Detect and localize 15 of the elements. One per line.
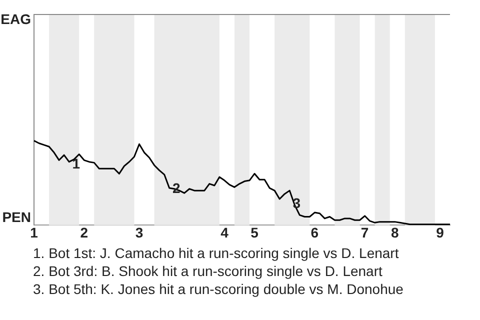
x-tick-label: 8 xyxy=(390,224,399,240)
text: 2. Bot 3rd: B. Shook hit a run-scoring single vs D. Lenart xyxy=(33,262,384,280)
x-tick-label: 5 xyxy=(250,224,259,240)
x-tick-label: 9 xyxy=(436,224,444,240)
text: 1. Bot 1st: J. Camacho hit a run-scoring single vs D. Lenart xyxy=(33,244,400,262)
text: EAG xyxy=(0,10,32,27)
x-tick-label: 1 xyxy=(30,224,38,240)
x-tick-label: 6 xyxy=(310,224,319,240)
text: 3. Bot 5th: K. Jones hit a run-scoring double vs M. Donohue xyxy=(33,280,404,298)
x-tick-label: 7 xyxy=(360,224,369,240)
x-tick-label: 4 xyxy=(220,224,229,240)
x-tick-label: 3 xyxy=(135,224,144,240)
x-tick-label: 2 xyxy=(80,224,88,240)
annotation: 1 xyxy=(72,156,80,172)
text: PEN xyxy=(2,209,31,226)
